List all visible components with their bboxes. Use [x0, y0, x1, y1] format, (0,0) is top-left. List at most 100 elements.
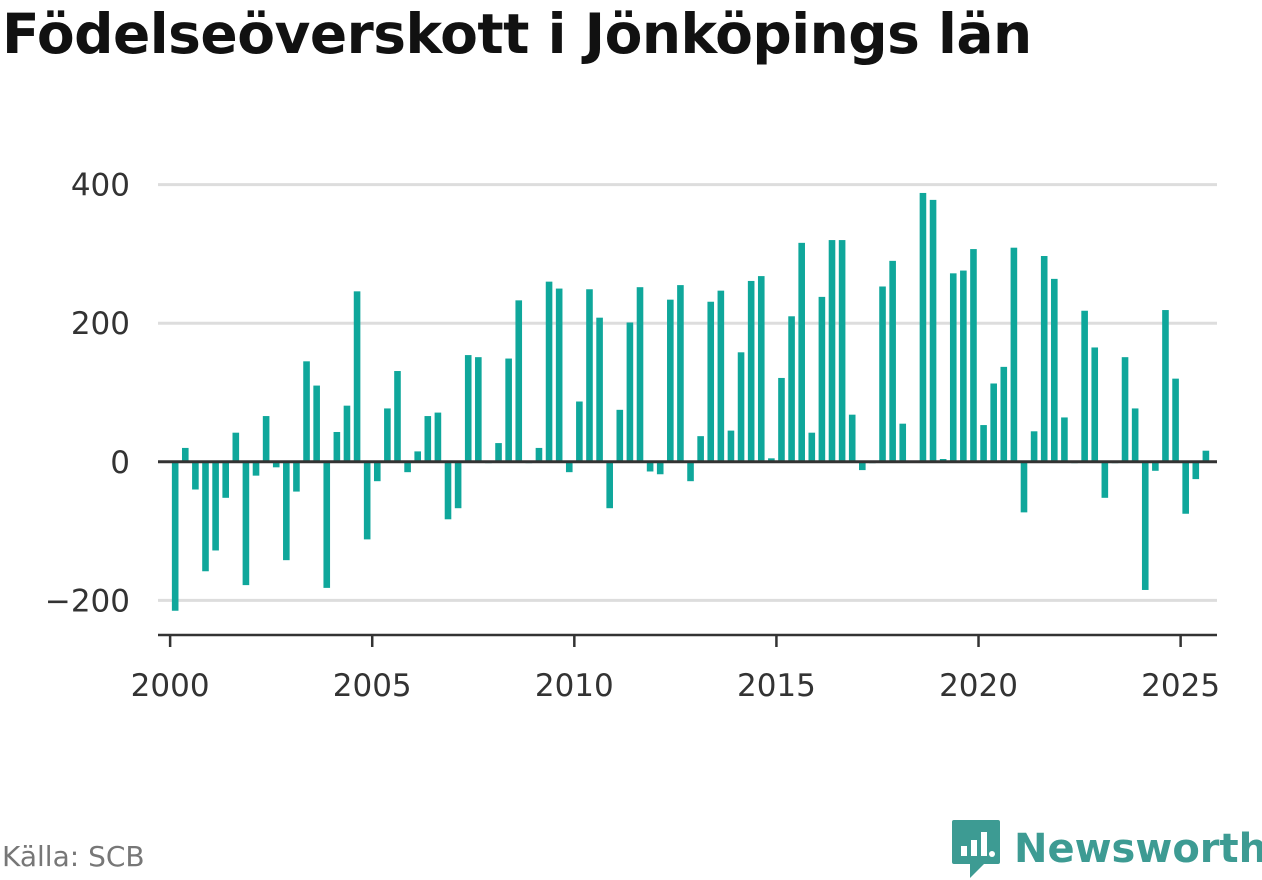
y-tick-label: 0: [110, 445, 130, 481]
bar: [1061, 417, 1068, 461]
bar: [829, 240, 836, 462]
bar: [1192, 462, 1199, 479]
bar: [384, 408, 391, 461]
bar: [566, 462, 573, 472]
bar: [1203, 451, 1210, 462]
x-tick-label: 2025: [1141, 668, 1220, 704]
bar: [616, 410, 623, 462]
bar: [728, 431, 735, 462]
bar: [1182, 462, 1189, 514]
bar: [182, 448, 189, 462]
bar: [657, 462, 664, 474]
bar: [596, 318, 603, 462]
bar: [243, 462, 250, 585]
bar: [505, 359, 512, 462]
x-tick-label: 2005: [333, 668, 412, 704]
bar: [546, 282, 553, 462]
bar: [697, 436, 704, 462]
bar: [788, 316, 795, 462]
bar: [758, 276, 765, 462]
bar: [1142, 462, 1149, 590]
source-note: Källa: SCB: [2, 840, 145, 873]
bar: [495, 443, 502, 462]
bar: [849, 415, 856, 462]
bar: [1172, 379, 1179, 462]
bar: [1081, 311, 1088, 462]
bar: [435, 413, 442, 462]
bar: [354, 291, 361, 461]
bar: [707, 302, 714, 462]
bar: [1031, 431, 1038, 461]
bar: [839, 240, 846, 462]
bar: [1102, 462, 1109, 498]
bar: [889, 261, 896, 462]
bar: [445, 462, 452, 520]
bar: [1041, 256, 1048, 462]
bar: [1122, 357, 1129, 462]
bar: [455, 462, 462, 508]
bar: [202, 462, 209, 571]
bar: [667, 300, 674, 462]
bar: [253, 462, 260, 476]
bar: [556, 289, 563, 462]
bar: [293, 462, 300, 492]
bar: [778, 378, 785, 462]
bar: [879, 286, 886, 461]
bar: [404, 462, 411, 472]
bar: [283, 462, 290, 560]
newsworthy-logo[interactable]: Newsworthy: [950, 818, 1262, 880]
y-tick-label: 400: [71, 168, 130, 204]
bar: [920, 193, 927, 462]
bar: [172, 462, 179, 611]
bar: [980, 425, 987, 462]
bar: [1091, 347, 1098, 461]
bar: [1162, 310, 1169, 462]
bar: [414, 451, 421, 461]
bar: [192, 462, 199, 490]
bar: [212, 462, 219, 551]
bar: [627, 323, 634, 462]
x-tick-label: 2015: [737, 668, 816, 704]
bar: [576, 402, 583, 462]
bars: [172, 193, 1209, 611]
bar: [819, 297, 826, 462]
bar: [334, 432, 341, 462]
bar: [515, 300, 522, 461]
bar: [748, 281, 755, 462]
bar: [536, 448, 543, 462]
y-tick-label: −200: [45, 583, 130, 619]
bar: [687, 462, 694, 481]
bar: [313, 386, 320, 462]
bar: [808, 433, 815, 462]
bar: [394, 371, 401, 462]
bar: [344, 406, 351, 462]
bar: [364, 462, 371, 540]
bar: [950, 273, 957, 461]
x-tick-label: 2000: [131, 668, 210, 704]
bar: [233, 433, 240, 462]
bar: [1000, 367, 1007, 462]
x-tick-label: 2020: [939, 668, 1018, 704]
bar: [990, 383, 997, 461]
bar: [475, 357, 482, 462]
bar: [606, 462, 613, 508]
bar: [222, 462, 229, 498]
bar: [263, 416, 270, 462]
bar: [970, 249, 977, 462]
bar: [677, 285, 684, 462]
bar: [586, 289, 593, 462]
newsworthy-logo-text: Newsworthy: [1014, 826, 1262, 872]
bar: [718, 291, 725, 462]
bar: [798, 243, 805, 462]
bar: [1051, 279, 1058, 462]
bar: [323, 462, 330, 588]
newsworthy-logo-icon: [950, 818, 1002, 880]
bar: [1132, 408, 1139, 461]
bar: [637, 287, 644, 462]
y-tick-label: 200: [71, 306, 130, 342]
bar: [1021, 462, 1028, 513]
bar: [303, 361, 310, 461]
x-tick-label: 2010: [535, 668, 614, 704]
bar: [425, 416, 432, 462]
